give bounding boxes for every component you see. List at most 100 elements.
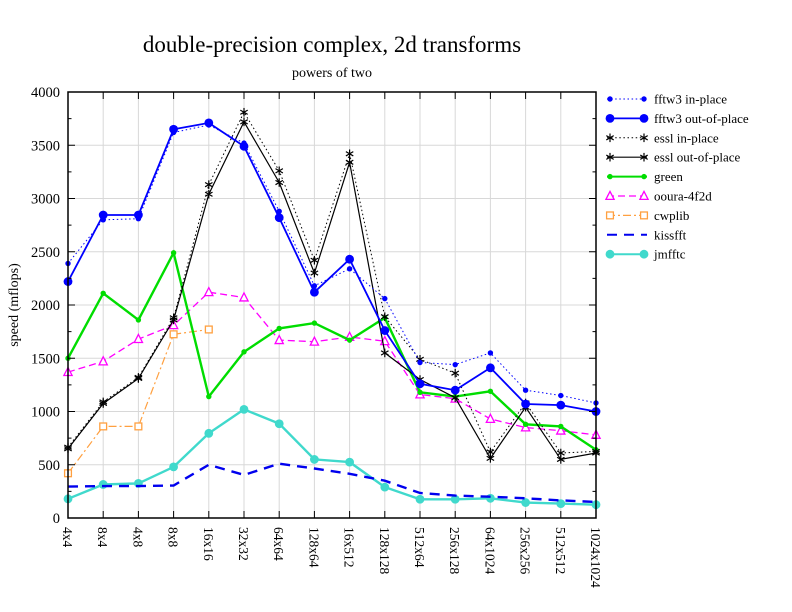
- marker-dot-large: [521, 399, 530, 409]
- marker-dot-large: [310, 287, 319, 297]
- marker-dot-small: [558, 392, 564, 399]
- series-kissfft: [67, 462, 597, 504]
- legend-item: essl in-place: [605, 130, 719, 145]
- marker-triangle: [555, 424, 566, 435]
- marker-dot-large: [486, 363, 495, 373]
- legend-label: green: [654, 169, 683, 184]
- marker-dot-small: [487, 388, 494, 394]
- marker-dot-small: [487, 350, 494, 356]
- chart-title: double-precision complex, 2d transforms: [143, 32, 521, 57]
- marker-asterisk: [380, 350, 389, 356]
- marker-dot-large: [239, 404, 249, 414]
- marker-asterisk: [415, 356, 425, 362]
- marker-dot-small: [241, 349, 247, 355]
- legend-label: fftw3 out-of-place: [654, 111, 749, 126]
- y-tick-label: 1500: [31, 351, 60, 367]
- marker-square: [639, 211, 649, 220]
- marker-dot-small: [241, 140, 247, 146]
- legend-label: ooura-4f2d: [654, 189, 712, 204]
- marker-square: [169, 330, 178, 339]
- marker-triangle: [98, 355, 109, 366]
- marker-asterisk: [345, 159, 354, 165]
- legend-item: fftw3 out-of-place: [605, 111, 749, 126]
- marker-dot-large: [98, 480, 108, 489]
- marker-dot-small: [346, 266, 353, 272]
- legend-item: fftw3 in-place: [607, 92, 727, 107]
- y-tick-label: 500: [38, 458, 60, 474]
- series-fftw3-out-of-place: [63, 118, 601, 416]
- x-tick-label: 4x4: [60, 527, 75, 548]
- x-tick-label: 32x32: [236, 527, 251, 561]
- x-tick-label: 128x128: [377, 527, 392, 575]
- x-tick-label: 256x128: [447, 527, 462, 575]
- series-line: [67, 291, 597, 436]
- marker-dot-small: [607, 173, 613, 180]
- marker-dot-large: [450, 494, 460, 504]
- marker-square: [134, 422, 143, 431]
- x-tick-label: 1024x1024: [588, 527, 603, 588]
- marker-triangle: [309, 335, 320, 346]
- x-tick-label: 4x8: [130, 527, 145, 548]
- x-tick-label: 64x64: [271, 527, 286, 561]
- y-tick-label: 4000: [31, 85, 60, 101]
- marker-dot-large: [639, 249, 649, 259]
- marker-asterisk: [310, 270, 319, 276]
- marker-dot-small: [641, 96, 647, 102]
- series-fftw3-in-place: [65, 122, 599, 406]
- marker-dot-large: [556, 499, 566, 509]
- x-tick-label: 64x1024: [482, 527, 497, 575]
- marker-asterisk: [169, 315, 178, 321]
- marker-dot-large: [415, 379, 425, 389]
- marker-dot-large: [98, 210, 108, 220]
- marker-asterisk: [310, 257, 319, 263]
- marker-dot-small: [558, 423, 564, 430]
- marker-asterisk: [639, 154, 649, 160]
- marker-dot-small: [417, 359, 423, 366]
- marker-triangle: [274, 334, 285, 345]
- y-tick-label: 3500: [31, 138, 60, 154]
- marker-asterisk: [380, 314, 389, 320]
- axis-layer: 0 500 1000 1500 2000 2500 3000 3500 4000 4x4 8x4 4x…: [31, 85, 603, 588]
- marker-triangle: [238, 291, 250, 302]
- marker-asterisk: [605, 135, 615, 141]
- y-tick-label: 0: [53, 511, 60, 527]
- x-tick-label: 512x64: [412, 527, 427, 568]
- y-axis-title: speed (mflops): [7, 263, 22, 347]
- legend-item: essl out-of-place: [605, 150, 741, 165]
- marker-dot-large: [380, 326, 390, 335]
- marker-asterisk: [556, 456, 565, 463]
- series-cwplib: [63, 325, 213, 478]
- marker-square: [99, 422, 108, 431]
- series-line: [67, 328, 209, 474]
- y-tick-label: 1000: [31, 405, 60, 421]
- marker-dot-large: [169, 462, 179, 472]
- series-line: [67, 124, 597, 404]
- marker-dot-small: [607, 96, 613, 102]
- series-essl-in-place: [63, 107, 601, 458]
- marker-dot-large: [274, 419, 284, 429]
- y-tick-label: 2500: [31, 245, 60, 261]
- marker-dot-large: [450, 385, 460, 395]
- x-tick-label: 512x512: [553, 527, 568, 574]
- marker-dot-small: [206, 122, 212, 128]
- marker-dot-large: [639, 114, 649, 123]
- marker-dot-small: [641, 173, 647, 180]
- marker-dot-large: [486, 493, 495, 503]
- marker-dot-large: [380, 482, 390, 492]
- legend-item: jmfftc: [605, 247, 686, 262]
- marker-asterisk: [451, 370, 460, 376]
- marker-dot-small: [135, 317, 142, 323]
- marker-dot-small: [276, 208, 282, 214]
- marker-dot-large: [605, 249, 615, 259]
- marker-dot-small: [135, 216, 142, 222]
- marker-triangle: [133, 333, 144, 344]
- marker-dot-small: [311, 283, 318, 289]
- marker-asterisk: [275, 168, 284, 174]
- series-line: [67, 462, 597, 504]
- marker-dot-small: [100, 217, 106, 223]
- legend-label: cwplib: [654, 208, 689, 223]
- marker-triangle: [168, 319, 179, 330]
- marker-asterisk: [134, 374, 143, 381]
